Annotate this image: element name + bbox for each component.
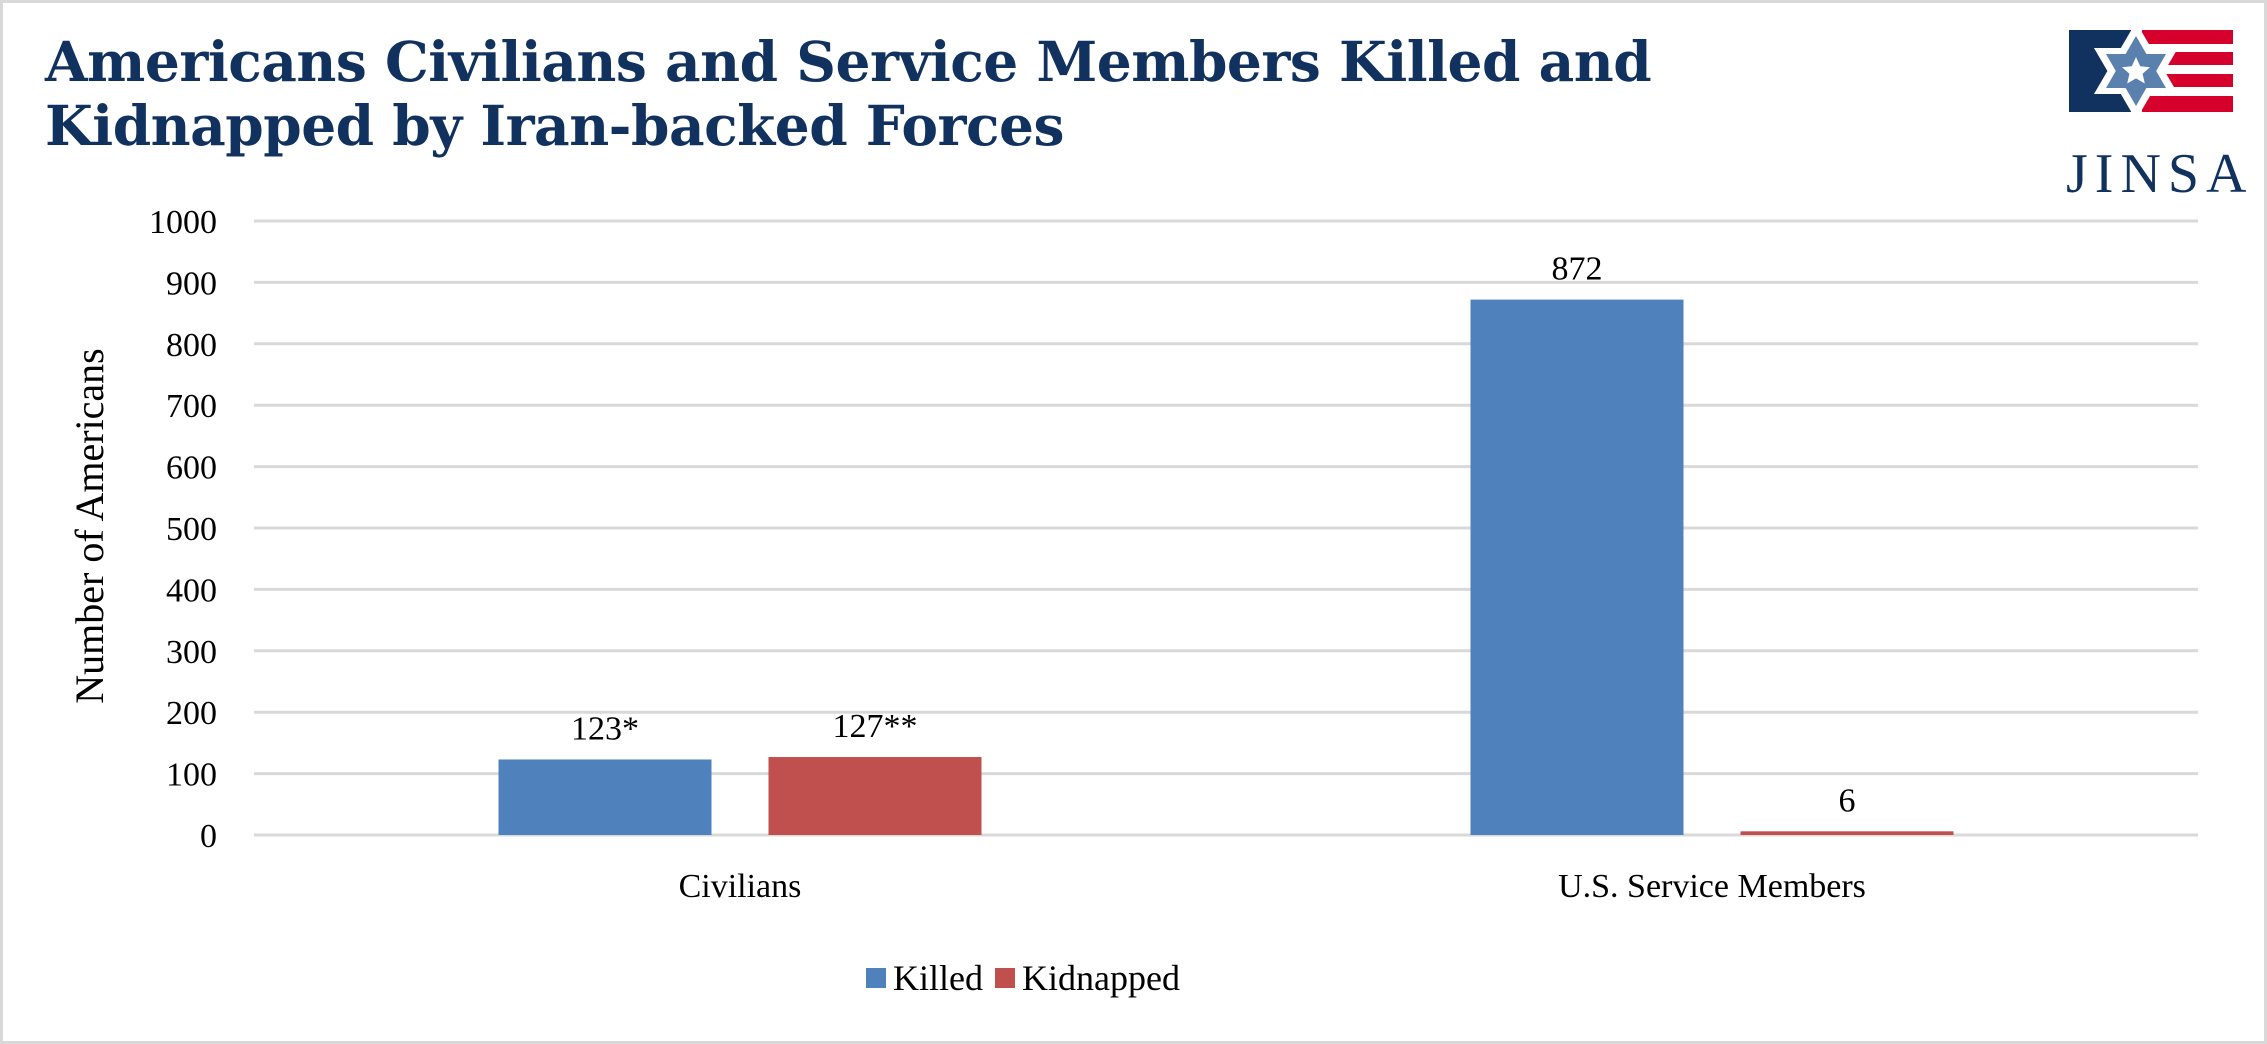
bar-kidnapped-0 <box>768 757 982 835</box>
bars <box>498 299 1954 835</box>
chart-title-line-2: Kidnapped by Iran-backed Forces <box>45 93 1064 158</box>
category-labels: Civilians U.S. Service Members <box>679 868 1866 905</box>
y-axis-ticks: 0 100 200 300 400 500 600 700 800 900 1000 <box>149 204 217 855</box>
chart-title-line-1: Americans Civilians and Service Members … <box>45 29 1652 94</box>
y-axis-title: Number of Americans <box>67 348 112 703</box>
chart-title: Americans Civilians and Service Members … <box>45 30 1765 158</box>
legend-label-kidnapped: Kidnapped <box>1022 958 1180 998</box>
bar-kidnapped-1 <box>1740 831 1954 835</box>
y-tick-label: 400 <box>166 572 217 609</box>
y-tick-label: 0 <box>200 818 217 855</box>
gridlines <box>254 219 2198 837</box>
legend-label-killed: Killed <box>893 958 983 998</box>
data-labels: 123* 127** 872 6 <box>571 251 1856 820</box>
legend-swatch-killed <box>866 968 886 988</box>
y-tick-label: 600 <box>166 450 217 487</box>
logo-small-star-icon <box>2122 57 2150 84</box>
bar-killed-0 <box>498 759 712 835</box>
y-tick-label: 800 <box>166 327 217 364</box>
y-tick-label: 200 <box>166 695 217 732</box>
bar-killed-1 <box>1470 299 1684 835</box>
data-label-kidnapped-1: 6 <box>1839 782 1856 819</box>
y-tick-label: 100 <box>166 757 217 794</box>
y-tick-label: 300 <box>166 634 217 671</box>
data-label-killed-1: 872 <box>1552 251 1603 288</box>
y-tick-label: 1000 <box>149 204 217 241</box>
y-tick-label: 500 <box>166 511 217 548</box>
legend: Killed Kidnapped <box>866 958 1180 998</box>
category-label-0: Civilians <box>679 868 802 905</box>
data-label-killed-0: 123* <box>571 710 639 747</box>
jinsa-logo-icon <box>2069 26 2233 120</box>
category-label-1: U.S. Service Members <box>1558 868 1866 905</box>
legend-swatch-kidnapped <box>995 968 1015 988</box>
logo-wordmark: JINSA <box>2066 143 2254 205</box>
y-tick-label: 900 <box>166 265 217 302</box>
data-label-kidnapped-0: 127** <box>833 708 918 745</box>
y-tick-label: 700 <box>166 388 217 425</box>
